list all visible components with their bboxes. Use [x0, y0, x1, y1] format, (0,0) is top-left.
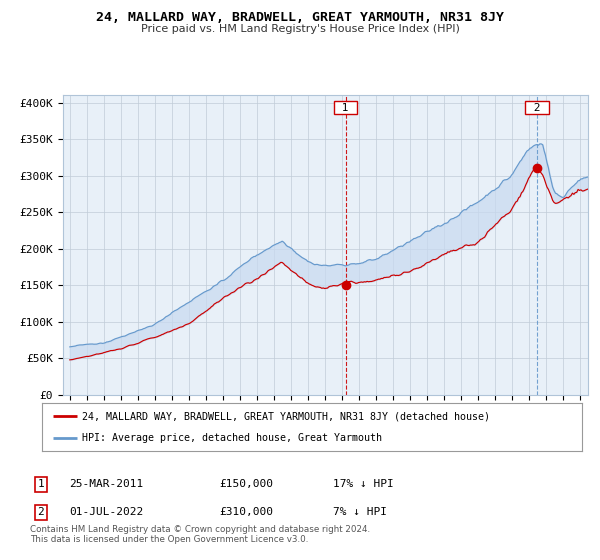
Text: Price paid vs. HM Land Registry's House Price Index (HPI): Price paid vs. HM Land Registry's House … [140, 24, 460, 34]
Text: Contains HM Land Registry data © Crown copyright and database right 2024.
This d: Contains HM Land Registry data © Crown c… [30, 525, 370, 544]
Text: 24, MALLARD WAY, BRADWELL, GREAT YARMOUTH, NR31 8JY: 24, MALLARD WAY, BRADWELL, GREAT YARMOUT… [96, 11, 504, 24]
Text: 17% ↓ HPI: 17% ↓ HPI [333, 479, 394, 489]
Text: HPI: Average price, detached house, Great Yarmouth: HPI: Average price, detached house, Grea… [83, 433, 383, 443]
Text: 24, MALLARD WAY, BRADWELL, GREAT YARMOUTH, NR31 8JY (detached house): 24, MALLARD WAY, BRADWELL, GREAT YARMOUT… [83, 411, 491, 421]
Text: 2: 2 [527, 102, 547, 113]
Text: 1: 1 [335, 102, 356, 113]
Text: 2: 2 [37, 507, 44, 517]
Text: 25-MAR-2011: 25-MAR-2011 [69, 479, 143, 489]
Text: 01-JUL-2022: 01-JUL-2022 [69, 507, 143, 517]
Text: 1: 1 [37, 479, 44, 489]
Text: £310,000: £310,000 [219, 507, 273, 517]
Text: £150,000: £150,000 [219, 479, 273, 489]
Text: 7% ↓ HPI: 7% ↓ HPI [333, 507, 387, 517]
